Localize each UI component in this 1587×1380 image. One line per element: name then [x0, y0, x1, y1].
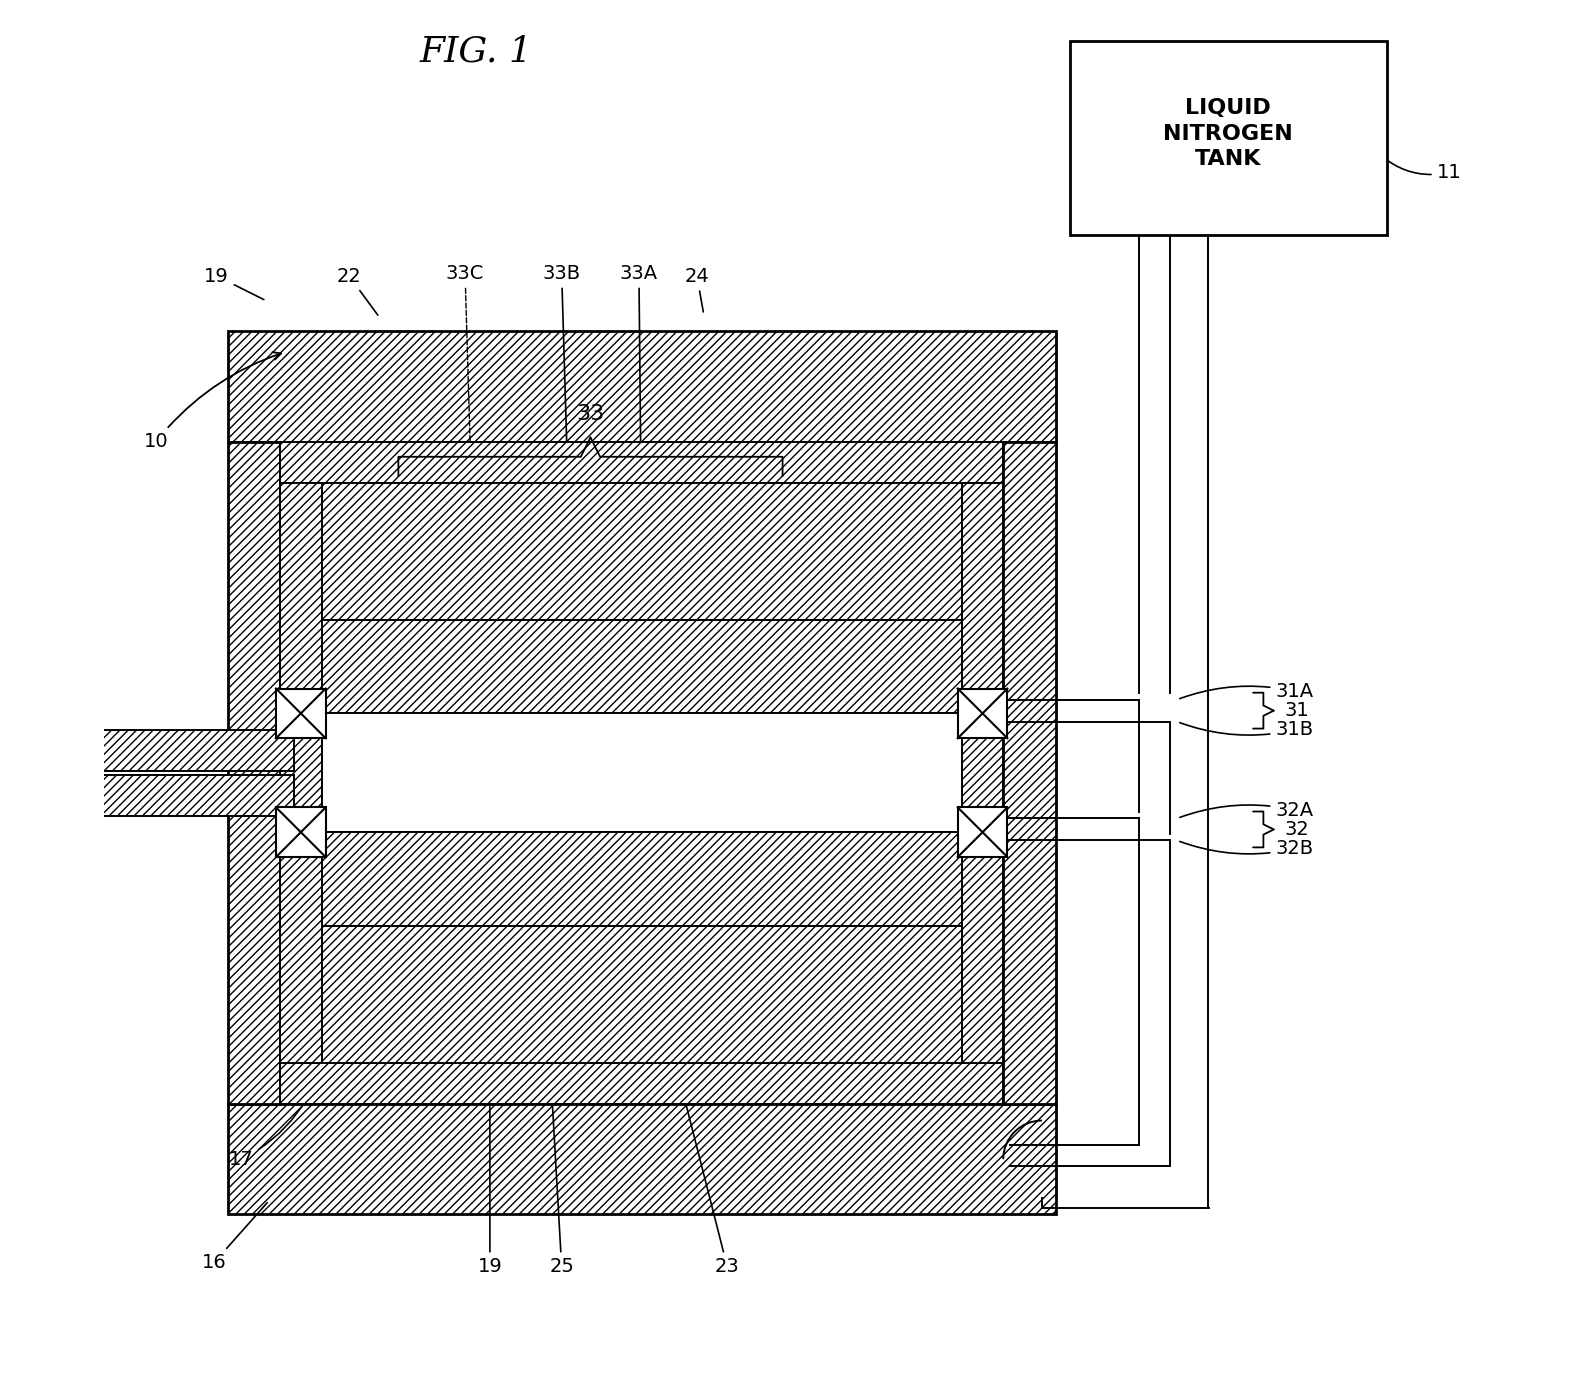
Text: 33C: 33C — [446, 264, 484, 549]
Text: 24: 24 — [684, 266, 709, 312]
Text: 32: 32 — [1285, 820, 1309, 839]
Bar — [227, 1104, 1055, 1214]
Bar — [322, 713, 962, 832]
Bar — [1070, 41, 1387, 235]
Text: 31B: 31B — [1179, 720, 1314, 740]
Bar — [76, 776, 294, 816]
Text: 33A: 33A — [621, 264, 659, 549]
Text: FIG. 1: FIG. 1 — [419, 34, 533, 68]
Bar — [281, 1063, 1003, 1104]
Text: 33: 33 — [576, 404, 605, 424]
Text: 16: 16 — [202, 1203, 267, 1272]
Text: 32A: 32A — [1179, 800, 1314, 820]
Bar — [322, 483, 962, 620]
Text: 11: 11 — [1382, 156, 1462, 182]
Bar — [276, 689, 325, 738]
Bar — [957, 807, 1008, 857]
Bar — [76, 730, 294, 770]
Text: 22: 22 — [336, 266, 378, 315]
Text: 23: 23 — [684, 1096, 740, 1276]
Bar — [322, 832, 962, 926]
Bar — [227, 442, 281, 1104]
Bar — [322, 926, 962, 1063]
Text: 32B: 32B — [1179, 839, 1314, 858]
Text: 21: 21 — [133, 749, 211, 769]
Text: 19: 19 — [205, 266, 263, 299]
Bar — [322, 620, 962, 713]
Bar — [1003, 442, 1055, 1104]
Text: LIQUID
NITROGEN
TANK: LIQUID NITROGEN TANK — [1163, 98, 1293, 170]
Bar — [281, 442, 1003, 483]
Text: 33B: 33B — [543, 264, 581, 549]
Text: 31A: 31A — [1179, 682, 1314, 701]
Bar — [281, 483, 322, 1063]
Text: 31: 31 — [1285, 701, 1309, 720]
Bar — [227, 331, 1055, 442]
Text: 25: 25 — [549, 1100, 574, 1277]
Text: 17: 17 — [229, 1100, 306, 1169]
Text: 19: 19 — [478, 1107, 501, 1276]
Bar — [276, 807, 325, 857]
Text: 10: 10 — [144, 352, 281, 451]
Bar — [957, 689, 1008, 738]
Bar — [962, 483, 1003, 1063]
Text: 18: 18 — [892, 810, 986, 865]
